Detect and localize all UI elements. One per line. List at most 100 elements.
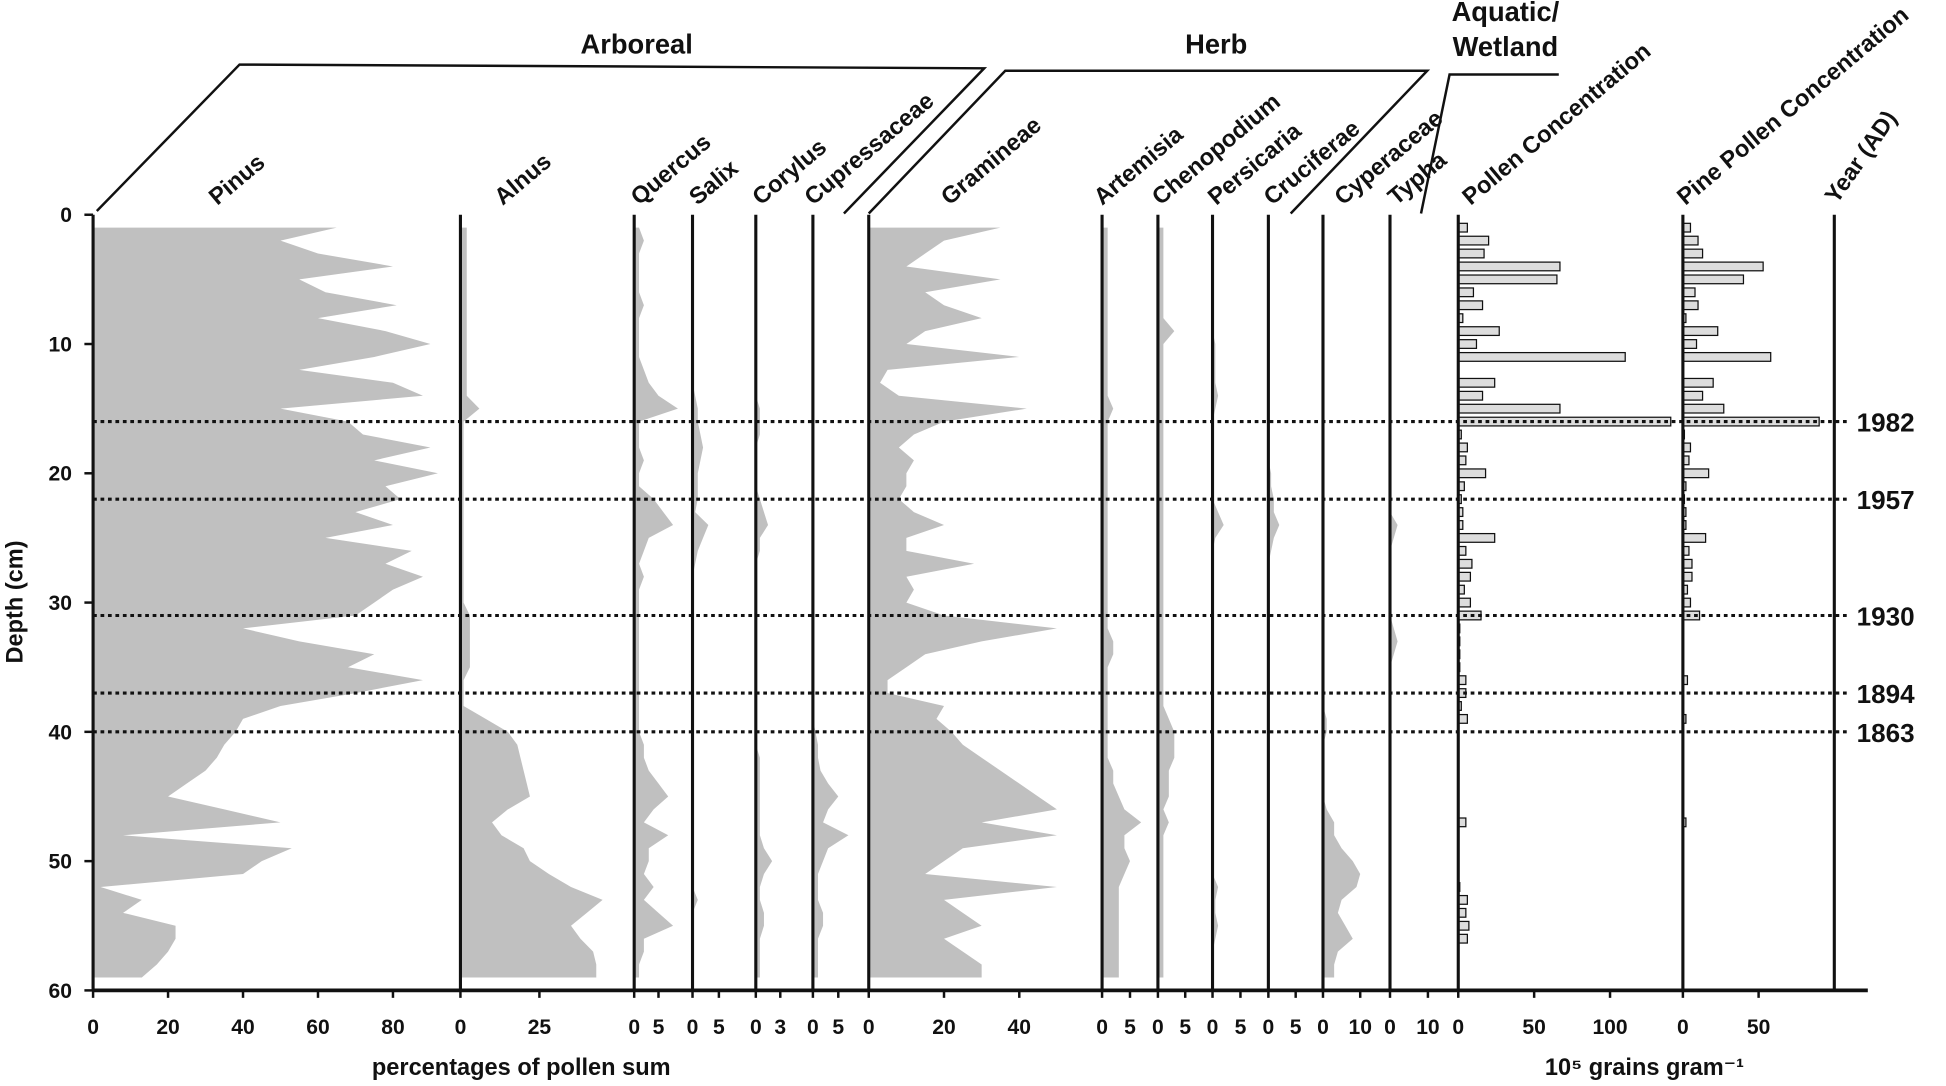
group-title: Arboreal [581,28,693,59]
concentration-bar [1457,274,1558,285]
concentration-bar [1682,274,1745,285]
concentration-bar [1457,558,1473,569]
concentration-bar [1457,326,1500,337]
pollen-area [1102,227,1142,978]
x-tick-label: 5 [1179,1016,1191,1039]
group-title: Herb [1185,28,1247,59]
pollen-area [634,227,678,978]
taxon-label: Pinus [204,149,270,210]
y-tick-label: 10 [49,333,72,356]
concentration-bar [1682,532,1707,543]
group-bracket [867,69,1431,215]
concentration-bar [1457,287,1475,298]
concentration-bar [1682,339,1698,349]
pollen-area [460,227,603,978]
x-tick-label: 20 [156,1016,179,1039]
x-tick-label: 0 [87,1016,99,1039]
concentration-bar [1457,403,1561,414]
x-tick-label: 0 [1207,1016,1219,1039]
concentration-bar [1457,571,1472,582]
pollen-area [1212,227,1224,978]
x-tick-label: 5 [1124,1016,1136,1039]
x-tick-label: 20 [932,1016,955,1039]
pollen-area [1322,227,1361,978]
concentration-bar [1457,468,1487,479]
event-year: 1982 [1857,408,1915,438]
concentration-bar [1682,351,1772,362]
concentration-bar [1457,610,1482,621]
x-tick-label: 0 [1677,1016,1689,1039]
concentration-bar [1682,377,1714,388]
concentration-bar [1682,390,1704,401]
x-tick-label: 60 [306,1016,329,1039]
taxon-label: Pine Pollen Concentration [1672,1,1914,210]
x-tick-label: 5 [653,1016,665,1039]
x-tick-label: 40 [1008,1016,1031,1039]
x-tick-label: 5 [1235,1016,1247,1039]
concentration-bar [1457,235,1490,246]
x-tick-label: 0 [1384,1016,1396,1039]
taxon-label: Alnus [489,148,556,210]
event-year: 1863 [1857,718,1915,748]
concentration-bar [1682,468,1710,479]
concentration-bar [1682,403,1725,414]
concentration-bar [1457,390,1484,401]
concentration-bar [1682,248,1704,259]
concentration-bar [1457,261,1561,272]
taxon-label: Pollen Concentration [1457,38,1655,210]
x-tick-label: 5 [713,1016,725,1039]
concentration-bar [1457,416,1672,427]
concentration-bar [1682,326,1719,337]
concentration-bar [1457,339,1478,349]
x-tick-label: 100 [1592,1016,1627,1039]
x-tick-label: 10 [1348,1016,1371,1039]
event-year: 1957 [1857,485,1915,515]
group-bracket [95,63,988,215]
pollen-area [692,227,709,978]
x-tick-label: 40 [231,1016,254,1039]
x-tick-label: 0 [863,1016,875,1039]
x-tick-label: 80 [381,1016,404,1039]
x-tick-label: 25 [528,1016,552,1039]
pollen-area [812,227,849,978]
x-tick-label: 0 [1317,1016,1329,1039]
group-bracket [1419,73,1559,214]
y-tick-label: 50 [49,851,72,874]
y-tick-label: 60 [49,980,72,1003]
pollen-area [1268,227,1280,978]
x-tick-label: 0 [1452,1016,1464,1039]
x-tick-label: 0 [628,1016,640,1039]
pollen-area [755,227,773,978]
event-year: 1894 [1857,679,1915,709]
x-tick-label: 50 [1522,1016,1545,1039]
y-tick-label: 20 [49,463,72,486]
x-tick-label: 0 [807,1016,819,1039]
concentration-bar [1457,248,1485,259]
group-title: Aquatic/ [1452,0,1560,27]
concentration-bar [1682,287,1696,298]
y-tick-label: 0 [60,204,72,227]
y-axis-label: Depth (cm) [1,540,27,663]
x-tick-label: 5 [1290,1016,1302,1039]
pollen-area [1157,227,1175,978]
pollen-area [868,227,1057,978]
x-tick-label: 0 [1152,1016,1164,1039]
x-tick-label: 5 [832,1016,844,1039]
concentration-bar [1457,351,1626,362]
pollen-area [93,227,438,978]
concentration-bar [1457,377,1496,388]
event-year: 1930 [1857,601,1915,631]
x-tick-label: 0 [1263,1016,1275,1039]
x-tick-label: 0 [750,1016,762,1039]
x-tick-label: 3 [774,1016,786,1039]
x-tick-label: 10 [1416,1016,1439,1039]
year-axis-label: Year (AD) [1820,106,1902,208]
concentration-bar [1457,920,1470,931]
y-tick-label: 40 [49,721,72,744]
x-tick-label: 0 [687,1016,699,1039]
x-axis-label: percentages of pollen sum [372,1054,671,1080]
x-axis-label: 10⁵ grains gram⁻¹ [1545,1054,1744,1080]
concentration-bar [1457,300,1484,311]
concentration-bar [1682,300,1699,311]
x-tick-label: 0 [455,1016,467,1039]
